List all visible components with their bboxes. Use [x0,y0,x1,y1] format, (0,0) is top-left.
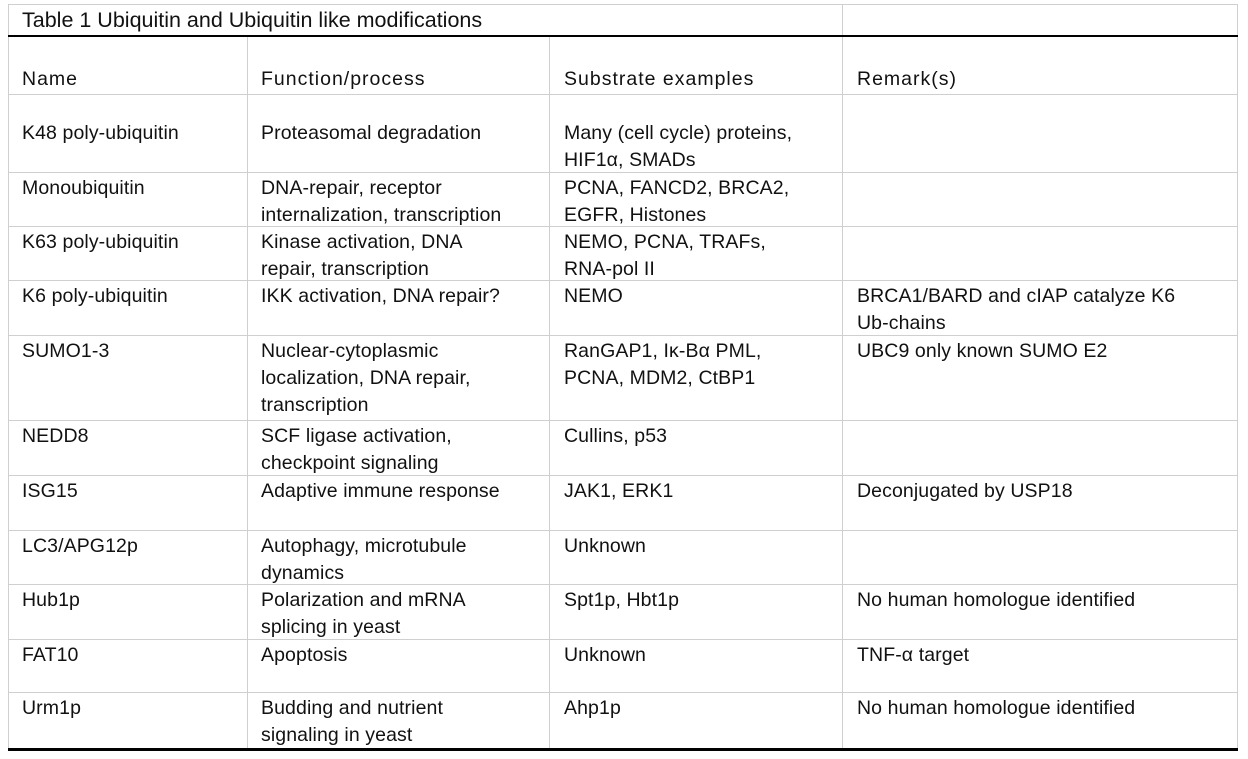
cell-substrates: Cullins, p53 [564,425,668,447]
header-function: Function/process [261,68,426,90]
cell-name: Hub1p [22,589,80,611]
row-divider [8,584,1238,585]
cell-function: Kinase activation, DNA [261,231,463,253]
cell-function: DNA-repair, receptor [261,177,442,199]
title-rule [8,35,1238,37]
row-divider [8,280,1238,281]
table-bottom-rule [8,748,1238,751]
row-divider [8,226,1238,227]
cell-substrates: PCNA, FANCD2, BRCA2, [564,177,790,199]
cell-substrates: NEMO [564,285,623,307]
cell-name: SUMO1-3 [22,340,110,362]
row-divider [8,475,1238,476]
header-rule [8,94,1238,95]
cell-function: transcription [261,394,369,416]
cell-function: splicing in yeast [261,616,401,638]
row-divider [8,420,1238,421]
cell-remarks: No human homologue identified [857,589,1136,611]
cell-name: Urm1p [22,697,82,719]
row-divider [8,692,1238,693]
cell-substrates: RanGAP1, Iκ-Bα PML, [564,340,762,362]
cell-name: FAT10 [22,644,79,666]
cell-function: IKK activation, DNA repair? [261,285,500,307]
cell-substrates: EGFR, Histones [564,204,707,226]
table-border-vertical [1237,4,1238,750]
cell-name: NEDD8 [22,425,89,447]
cell-function: Budding and nutrient [261,697,443,719]
column-divider [842,37,843,750]
table-title: Table 1 Ubiquitin and Ubiquitin like mod… [22,8,483,32]
cell-substrates: RNA-pol II [564,258,655,280]
cell-substrates: HIF1α, SMADs [564,149,696,171]
cell-remarks: TNF-α target [857,644,970,666]
column-divider [549,37,550,750]
row-divider [8,335,1238,336]
header-substrates: Substrate examples [564,68,755,90]
cell-substrates: NEMO, PCNA, TRAFs, [564,231,766,253]
cell-function: repair, transcription [261,258,429,280]
cell-substrates: PCNA, MDM2, CtBP1 [564,367,756,389]
cell-remarks: Deconjugated by USP18 [857,480,1073,502]
cell-name: K6 poly-ubiquitin [22,285,168,307]
row-divider [8,530,1238,531]
cell-function: localization, DNA repair, [261,367,471,389]
cell-substrates: Spt1p, Hbt1p [564,589,680,611]
cell-function: SCF ligase activation, [261,425,452,447]
cell-function: Apoptosis [261,644,348,666]
cell-substrates: Unknown [564,535,646,557]
cell-name: K48 poly-ubiquitin [22,122,179,144]
cell-function: Nuclear-cytoplasmic [261,340,439,362]
cell-function: Autophagy, microtubule [261,535,467,557]
row-divider [8,639,1238,640]
cell-name: ISG15 [22,480,78,502]
title-divider [842,4,843,35]
header-name: Name [22,68,79,90]
cell-function: Adaptive immune response [261,480,500,502]
cell-substrates: Many (cell cycle) proteins, [564,122,793,144]
cell-substrates: Unknown [564,644,646,666]
table-border-vertical [8,4,9,750]
cell-function: signaling in yeast [261,724,413,746]
cell-function: dynamics [261,562,345,584]
cell-name: Monoubiquitin [22,177,145,199]
cell-substrates: Ahp1p [564,697,621,719]
cell-name: LC3/APG12p [22,535,138,557]
cell-remarks: No human homologue identified [857,697,1136,719]
cell-remarks: UBC9 only known SUMO E2 [857,340,1108,362]
column-divider [247,37,248,750]
cell-function: checkpoint signaling [261,452,439,474]
cell-function: Polarization and mRNA [261,589,466,611]
header-remarks: Remark(s) [857,68,957,90]
cell-remarks: Ub-chains [857,312,946,334]
row-divider [8,172,1238,173]
cell-remarks: BRCA1/BARD and cIAP catalyze K6 [857,285,1176,307]
cell-name: K63 poly-ubiquitin [22,231,179,253]
table-top-rule [8,4,1238,5]
cell-function: Proteasomal degradation [261,122,482,144]
cell-substrates: JAK1, ERK1 [564,480,674,502]
cell-function: internalization, transcription [261,204,502,226]
